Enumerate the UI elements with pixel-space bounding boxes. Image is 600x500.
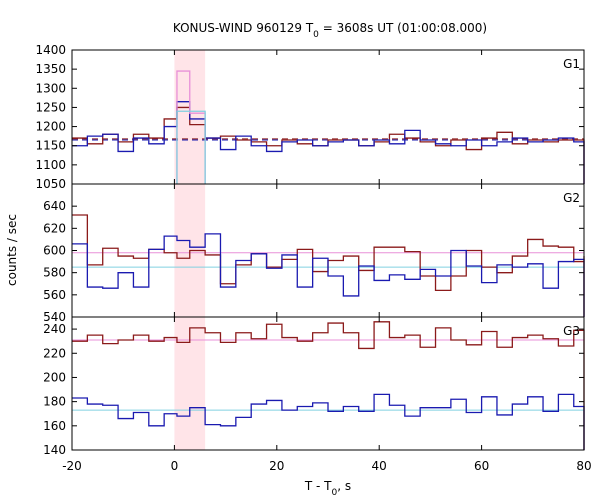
x-tick-label-60: 60 xyxy=(474,459,489,473)
y-tick-label-3-140: 140 xyxy=(43,443,66,457)
y-tick-label-1-1050: 1050 xyxy=(35,177,66,191)
y-tick-label-2-600: 600 xyxy=(43,244,66,258)
chart-title: KONUS-WIND 960129 T0 = 3608s UT (01:00:0… xyxy=(173,21,487,40)
series-3-2 xyxy=(72,393,585,450)
series-2-2 xyxy=(72,233,585,317)
x-tick-label-0: 0 xyxy=(171,459,179,473)
y-tick-label-1-1350: 1350 xyxy=(35,62,66,76)
x-tick-label-20: 20 xyxy=(269,459,284,473)
series-3-1 xyxy=(72,321,585,450)
panel-frame-1 xyxy=(71,49,585,185)
y-tick-label-3-180: 180 xyxy=(43,395,66,409)
y-tick-label-1-1300: 1300 xyxy=(35,81,66,95)
y-tick-label-3-200: 200 xyxy=(43,370,66,384)
y-axis-label: counts / sec xyxy=(5,214,19,286)
y-tick-label-2-620: 620 xyxy=(43,221,66,235)
x-axis-label: T - T0, s xyxy=(304,479,351,498)
y-tick-label-1-1150: 1150 xyxy=(35,139,66,153)
x-tick-label-80: 80 xyxy=(576,459,591,473)
panel-label-g3: G3 xyxy=(563,324,580,338)
panel-frame-3 xyxy=(71,316,585,451)
y-tick-label-3-220: 220 xyxy=(43,346,66,360)
y-tick-label-2-580: 580 xyxy=(43,266,66,280)
y-tick-label-1-1250: 1250 xyxy=(35,100,66,114)
y-tick-label-2-560: 560 xyxy=(43,288,66,302)
y-tick-label-2-540: 540 xyxy=(43,310,66,324)
x-tick-label--20: -20 xyxy=(62,459,82,473)
y-tick-label-1-1100: 1100 xyxy=(35,158,66,172)
y-tick-label-1-1200: 1200 xyxy=(35,120,66,134)
y-tick-label-3-240: 240 xyxy=(43,322,66,336)
panel-label-g2: G2 xyxy=(563,191,580,205)
series-1-4 xyxy=(176,110,206,184)
x-tick-label-40: 40 xyxy=(372,459,387,473)
y-tick-label-2-640: 640 xyxy=(43,199,66,213)
panel-label-g1: G1 xyxy=(563,57,580,71)
y-tick-label-1-1400: 1400 xyxy=(35,43,66,57)
series-1-2 xyxy=(72,101,585,184)
plot-layer: 10501100115012001250130013501400G1540560… xyxy=(35,43,591,473)
y-tick-label-3-160: 160 xyxy=(43,419,66,433)
